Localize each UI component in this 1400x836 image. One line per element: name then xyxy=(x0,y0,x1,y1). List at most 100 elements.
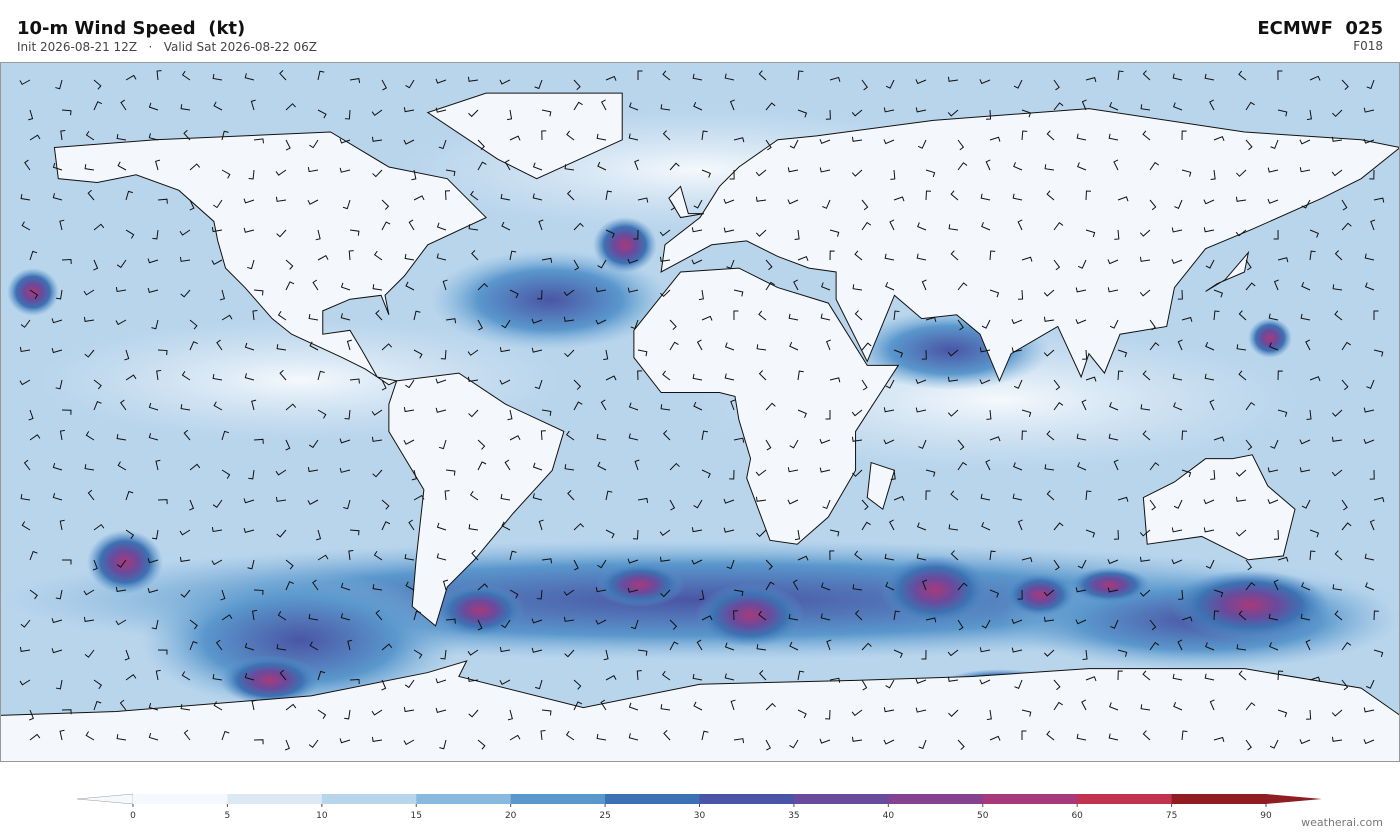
wind-barb xyxy=(1043,589,1055,597)
wind-barb xyxy=(468,409,479,418)
wind-barb xyxy=(634,159,640,171)
wind-barb xyxy=(950,190,959,201)
wind-barb xyxy=(253,138,264,144)
colorbar-segment xyxy=(888,794,984,804)
wind-barb xyxy=(499,379,511,385)
wind-barb xyxy=(308,739,319,748)
wind-barb xyxy=(85,431,95,441)
wind-barb xyxy=(851,109,863,117)
wind-barb xyxy=(244,373,255,381)
wind-barb xyxy=(691,227,703,233)
colorbar-extend-low xyxy=(76,793,134,805)
wind-barb xyxy=(925,490,931,501)
wind-barb xyxy=(468,709,479,718)
wind-barb xyxy=(408,519,415,531)
wind-barb xyxy=(1053,222,1064,231)
wind-barb xyxy=(244,73,255,81)
wind-barb xyxy=(957,139,965,151)
wind-barb xyxy=(340,613,351,621)
wind-barb xyxy=(499,79,511,85)
wind-barb xyxy=(918,439,927,449)
wind-barb xyxy=(371,436,383,442)
wind-barb xyxy=(596,133,607,141)
wind-barb xyxy=(83,589,95,596)
wind-barb xyxy=(915,79,927,85)
wind-barb xyxy=(180,704,191,711)
wind-barb xyxy=(979,79,991,85)
wind-barb xyxy=(375,309,383,321)
wind-barb xyxy=(564,164,575,171)
wind-barb xyxy=(1205,259,1215,269)
wind-barb xyxy=(1270,139,1279,150)
wind-barb xyxy=(986,709,992,721)
wind-barb xyxy=(477,739,486,750)
wind-barb xyxy=(181,671,191,681)
wind-barb xyxy=(1341,642,1352,651)
wind-barb xyxy=(1203,499,1215,505)
colorbar-segment xyxy=(1171,794,1267,804)
wind-barb xyxy=(723,227,735,233)
wind-barb xyxy=(371,109,383,116)
wind-barb xyxy=(1117,70,1124,81)
wind-barb xyxy=(117,161,127,171)
wind-barb xyxy=(211,259,223,265)
wind-barb xyxy=(189,199,195,211)
wind-barb xyxy=(662,70,671,81)
wind-barb xyxy=(1109,102,1119,111)
colorbar-tick-label: 35 xyxy=(788,811,799,821)
wind-barb xyxy=(440,649,447,660)
wind-barb xyxy=(347,639,353,651)
wind-barb xyxy=(317,254,329,261)
wind-barb xyxy=(507,109,513,121)
wind-barb xyxy=(29,733,41,741)
wind-barb xyxy=(758,610,767,621)
wind-barb xyxy=(787,467,799,473)
wind-barb xyxy=(957,319,964,331)
wind-barb xyxy=(1139,289,1151,297)
wind-barb xyxy=(277,611,287,621)
wind-barb xyxy=(125,374,137,381)
wind-barb xyxy=(219,289,226,301)
wind-barb xyxy=(28,409,34,421)
wind-barb xyxy=(1043,289,1055,297)
wind-barb xyxy=(93,259,99,271)
wind-barb xyxy=(405,379,415,389)
wind-barb xyxy=(605,190,612,201)
wind-barb xyxy=(1021,557,1033,563)
wind-barb xyxy=(413,310,421,321)
wind-barb xyxy=(1210,469,1216,480)
wind-barb xyxy=(501,619,511,629)
wind-map xyxy=(0,62,1400,762)
wind-barb xyxy=(540,730,546,741)
wind-barb xyxy=(371,736,383,742)
wind-barb xyxy=(979,647,991,653)
wind-barb xyxy=(660,289,671,298)
wind-barb xyxy=(1301,582,1311,591)
wind-barb xyxy=(501,221,511,231)
wind-barb xyxy=(989,136,1001,142)
wind-barb xyxy=(662,370,671,381)
wind-barb xyxy=(471,250,479,261)
wind-barb xyxy=(605,229,615,239)
wind-barb xyxy=(1181,730,1188,741)
wind-barb xyxy=(404,553,415,561)
wind-barb xyxy=(605,675,617,681)
wind-barb xyxy=(125,490,134,501)
wind-barb xyxy=(1046,130,1055,141)
wind-barb xyxy=(854,610,863,621)
wind-barb xyxy=(1363,407,1375,413)
wind-barb xyxy=(893,495,905,501)
wind-barb xyxy=(889,519,895,531)
wind-barb xyxy=(789,139,799,149)
wind-barb xyxy=(381,199,390,210)
wind-barb xyxy=(500,193,511,201)
wind-barb xyxy=(981,521,991,531)
wind-barb xyxy=(477,619,483,631)
wind-barb xyxy=(627,287,639,293)
wind-barb xyxy=(285,103,296,111)
wind-barb xyxy=(1363,438,1375,444)
wind-barb xyxy=(244,673,255,681)
wind-barb xyxy=(661,670,671,681)
wind-barb xyxy=(1117,649,1128,657)
wind-barb xyxy=(756,344,767,351)
